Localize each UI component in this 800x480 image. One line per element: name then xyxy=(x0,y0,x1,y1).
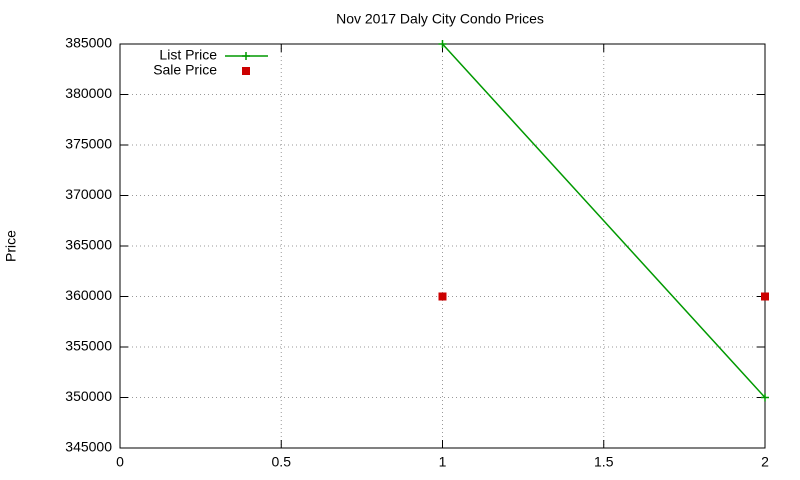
legend-label: List Price xyxy=(159,47,217,63)
y-tick-label: 360000 xyxy=(65,287,112,303)
x-tick-label: 1 xyxy=(439,454,447,470)
y-tick-label: 350000 xyxy=(65,388,112,404)
legend-label: Sale Price xyxy=(153,62,217,78)
y-tick-label: 375000 xyxy=(65,136,112,152)
x-tick-label: 2 xyxy=(761,454,769,470)
y-tick-label: 355000 xyxy=(65,338,112,354)
point-marker xyxy=(761,292,769,301)
y-tick-label: 385000 xyxy=(65,35,112,51)
y-tick-label: 365000 xyxy=(65,237,112,253)
y-tick-label: 370000 xyxy=(65,186,112,202)
y-axis-label: Price xyxy=(3,230,19,262)
point-marker xyxy=(761,393,769,402)
chart-title: Nov 2017 Daly City Condo Prices xyxy=(336,11,544,27)
x-tick-label: 1.5 xyxy=(594,454,614,470)
point-marker xyxy=(242,67,250,75)
x-tick-label: 0 xyxy=(116,454,124,470)
point-marker xyxy=(438,40,447,48)
series-line xyxy=(441,43,766,399)
y-tick-label: 345000 xyxy=(65,439,112,455)
x-tick-label: 0.5 xyxy=(272,454,292,470)
point-marker xyxy=(242,52,250,60)
point-marker xyxy=(438,292,447,301)
y-tick-label: 380000 xyxy=(65,85,112,101)
